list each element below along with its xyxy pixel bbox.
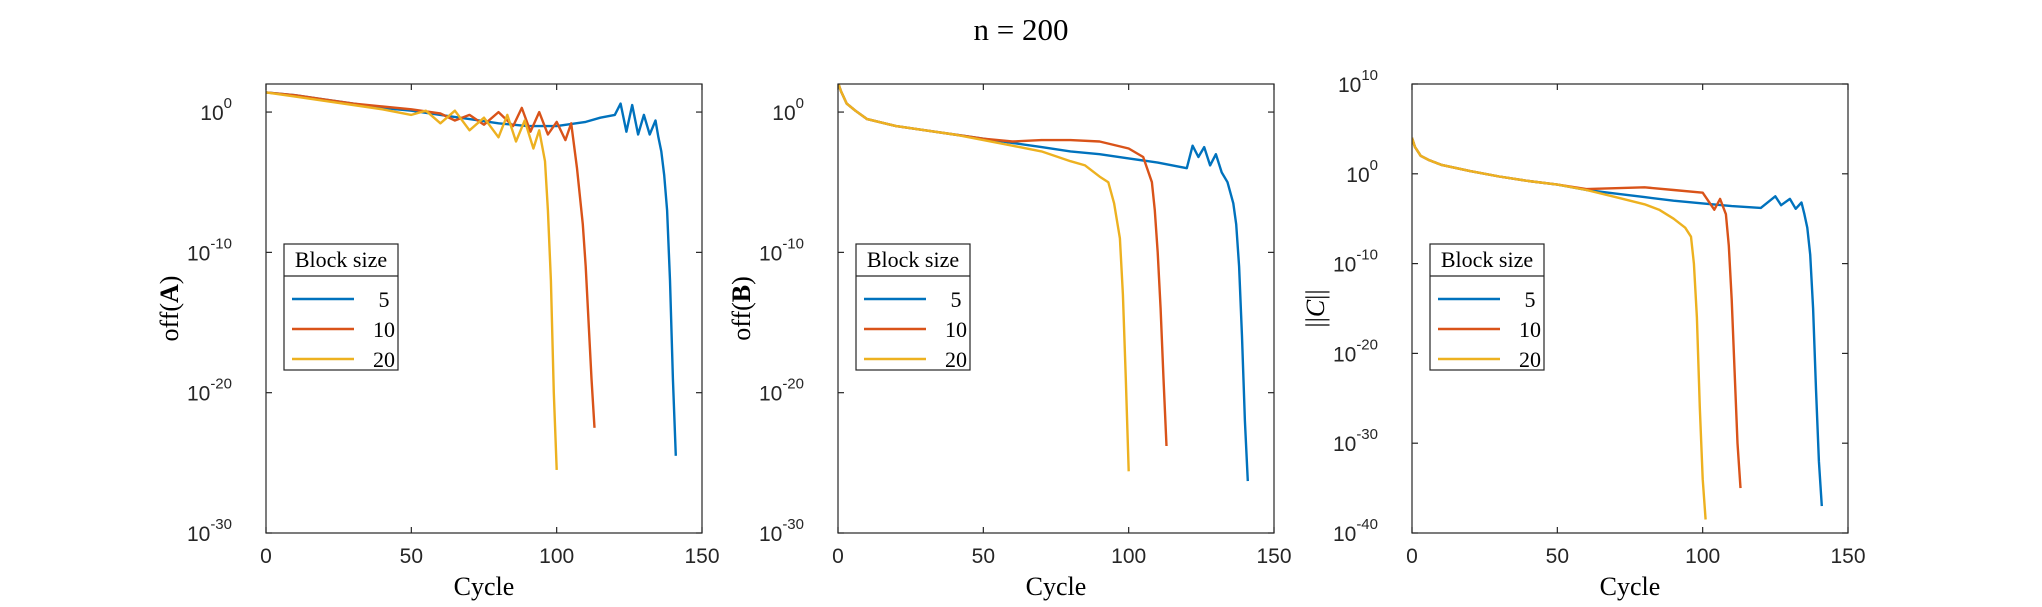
x-tick-label: 100 [1685, 545, 1720, 568]
y-axis-title: ||C|| [1301, 289, 1330, 327]
axes-frame [265, 83, 703, 534]
legend-label-10: 10 [373, 317, 395, 342]
x-tick-label: 150 [1830, 545, 1865, 568]
y-tick-label: 10-30 [1333, 426, 1378, 456]
x-tick-label: 150 [1256, 545, 1291, 568]
x-tick-label: 50 [972, 545, 995, 568]
y-tick-label: 10-10 [187, 235, 232, 265]
plots: 0 50 100 15010-3010-2010-10100Cycleoff(A)Bl… [155, 67, 1866, 601]
x-tick-label: 50 [1546, 545, 1569, 568]
y-tick-label: 1010 [1338, 67, 1378, 97]
x-tick-label: 50 [400, 545, 423, 568]
series-group [838, 84, 1249, 482]
x-tick-label: 0 [832, 545, 844, 568]
series-group [1412, 137, 1823, 520]
x-axis-title: Cycle [1026, 572, 1087, 601]
x-axis-title: Cycle [1600, 572, 1661, 601]
subplot-C: 0 50 100 150 10-40 10-30 10-20 10-10 100 1010 Cycl… [1301, 67, 1866, 601]
series-group [266, 91, 677, 470]
y-tick-label: 10-10 [759, 235, 804, 265]
legend: Block size 5 10 20 [283, 243, 399, 372]
legend-label-20: 20 [373, 347, 395, 372]
axes-frame [1411, 83, 1849, 534]
series-line-20 [838, 84, 1130, 472]
legend-title: Block size [867, 247, 959, 272]
series-line-20 [1412, 137, 1707, 520]
series-line-20 [266, 91, 558, 470]
figure-title: n = 200 [974, 12, 1069, 47]
legend-label-20: 20 [945, 347, 967, 372]
series-line-10 [266, 91, 596, 428]
y-tick-label: 100 [772, 95, 804, 125]
series-line-5 [266, 91, 677, 456]
y-tick-label: 10-10 [1333, 247, 1378, 277]
legend-label-5: 5 [1525, 287, 1536, 312]
subplot-A: 0 50 100 150 10-30 10-20 10-10 100 Cycle off(A) Bl… [155, 83, 720, 601]
legend-box [1429, 243, 1545, 371]
legend-label-10: 10 [945, 317, 967, 342]
x-tick-label: 100 [1111, 545, 1146, 568]
x-tick-label: 0 [260, 545, 272, 568]
y-tick-label: 10-20 [187, 376, 232, 406]
x-axis-title: Cycle [454, 572, 515, 601]
legend: Block size 5 10 20 [1429, 243, 1545, 372]
x-tick-label: 150 [684, 545, 719, 568]
legend-label-5: 5 [379, 287, 390, 312]
y-tick-label: 10-30 [187, 516, 232, 546]
legend-label-10: 10 [1519, 317, 1541, 342]
y-tick-label: 100 [200, 95, 232, 125]
legend-label-5: 5 [951, 287, 962, 312]
y-tick-label: 10-40 [1333, 516, 1378, 546]
y-axis-title: off(B) [727, 276, 756, 341]
legend-box [855, 243, 971, 371]
y-tick-label: 10-20 [759, 376, 804, 406]
y-axis-title: off(A) [155, 276, 184, 342]
legend-label-20: 20 [1519, 347, 1541, 372]
y-tick-label: 10-30 [759, 516, 804, 546]
legend-title: Block size [1441, 247, 1533, 272]
legend-box [283, 243, 399, 371]
legend-title: Block size [295, 247, 387, 272]
y-tick-label: 100 [1346, 157, 1378, 187]
x-tick-label: 100 [539, 545, 574, 568]
legend: Block size 5 10 20 [855, 243, 971, 372]
subplot-B: 0 50 100 150 10-30 10-20 10-10 100 Cycle off(B) Bl… [727, 83, 1292, 601]
axes-frame [837, 83, 1275, 534]
y-tick-label: 10-20 [1333, 336, 1378, 366]
x-tick-label: 0 [1406, 545, 1418, 568]
